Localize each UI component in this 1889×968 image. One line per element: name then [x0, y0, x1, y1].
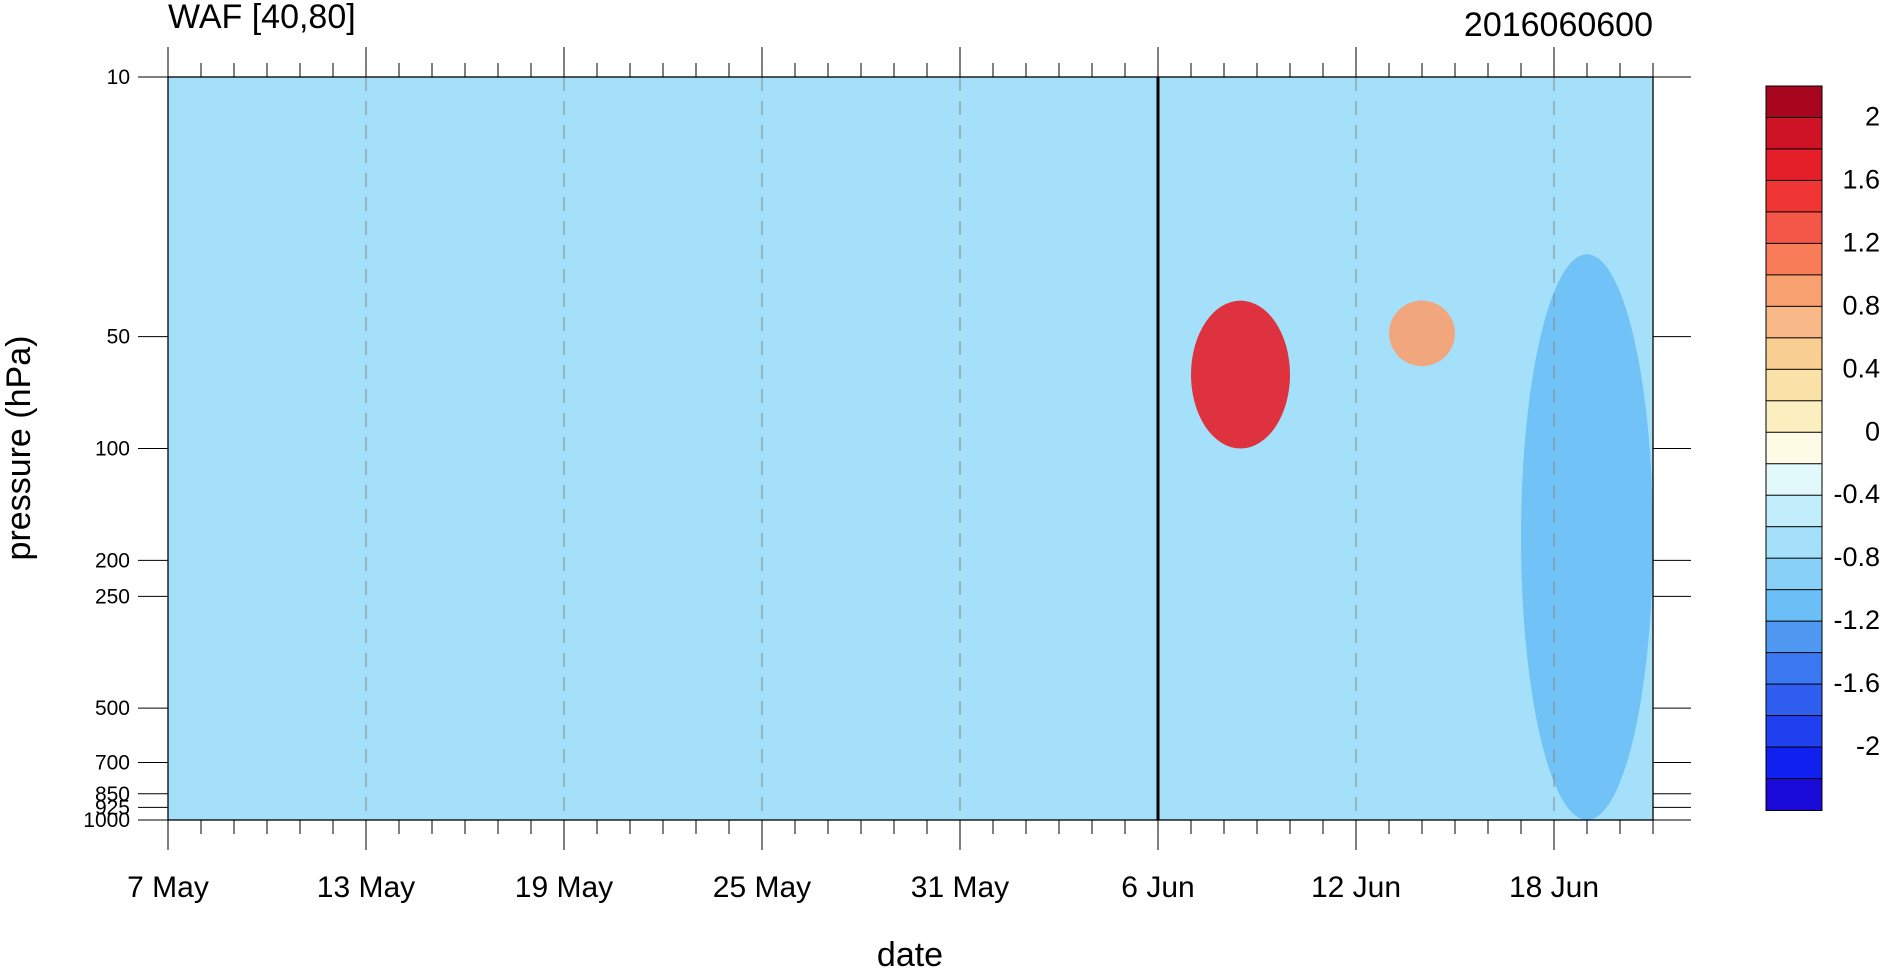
x-tick-label: 6 Jun — [1121, 871, 1194, 904]
y-tick-label: 1000 — [83, 809, 130, 832]
y-tick-label: 925 — [95, 796, 130, 819]
x-tick-label: 18 Jun — [1509, 871, 1599, 904]
y-tick-label: 700 — [95, 751, 130, 774]
chart-title-left: WAF [40,80] — [168, 0, 356, 36]
colorbar-swatch — [1765, 274, 1823, 308]
x-tick-label: 31 May — [911, 871, 1009, 904]
y-tick-label: 250 — [95, 585, 130, 608]
colorbar-swatch — [1765, 116, 1823, 150]
colorbar-swatch — [1765, 778, 1823, 811]
colorbar-label: 0.8 — [1842, 290, 1880, 320]
colorbar-label: 1.6 — [1842, 164, 1880, 194]
x-axis-ticks — [167, 47, 1654, 850]
contour-region — [1389, 300, 1455, 367]
colorbar-swatch — [1765, 463, 1823, 497]
colorbar-swatch — [1765, 337, 1823, 371]
colorbar-swatch — [1765, 746, 1823, 780]
contour-region — [1191, 300, 1290, 449]
y-tick-label: 50 — [107, 326, 130, 349]
y-tick-label: 10 — [107, 66, 130, 89]
colorbar-label: 2 — [1865, 101, 1880, 131]
colorbar-label: 0.4 — [1842, 353, 1880, 383]
colorbar-swatch — [1765, 557, 1823, 591]
y-axis-ticks — [138, 76, 1691, 821]
x-axis-tick-labels: 7 May 13 May 19 May 25 May 31 May 6 Jun 12 Jun… — [127, 871, 1599, 904]
colorbar-swatch — [1765, 620, 1823, 654]
y-tick-label: 500 — [95, 697, 130, 720]
colorbar-swatch — [1765, 85, 1823, 119]
y-tick-label: 850 — [95, 783, 130, 806]
colorbar-swatch — [1765, 652, 1823, 686]
x-tick-label: 12 Jun — [1311, 871, 1401, 904]
colorbar-swatch — [1765, 431, 1823, 465]
contour-region — [168, 77, 531, 514]
colorbar-swatch — [1765, 211, 1823, 245]
y-axis-title: pressure (hPa) — [0, 336, 38, 561]
colorbar-swatch — [1765, 494, 1823, 528]
colorbar-label: -1.6 — [1833, 668, 1880, 698]
colorbar-swatch — [1765, 589, 1823, 623]
colorbar-label: 0 — [1865, 416, 1880, 446]
colorbar-label: -1.2 — [1833, 605, 1880, 635]
chart-title-right: 2016060600 — [1464, 6, 1653, 44]
colorbar-label: -2 — [1856, 731, 1880, 761]
contour-region — [1521, 254, 1653, 820]
x-tick-label: 19 May — [515, 871, 613, 904]
colorbar: 2 1.6 1.2 0.8 0.4 0 -0.4 -0.8 -1.2 -1.6 -2 — [1765, 85, 1880, 811]
colorbar-swatch — [1765, 242, 1823, 276]
y-tick-label: 100 — [95, 438, 130, 461]
colorbar-swatch — [1765, 179, 1823, 213]
colorbar-label: -0.8 — [1833, 542, 1880, 572]
colorbar-swatch — [1765, 368, 1823, 402]
colorbar-label: -0.4 — [1833, 479, 1880, 509]
x-axis-title: date — [877, 936, 943, 968]
colorbar-swatch — [1765, 400, 1823, 434]
y-tick-label: 200 — [95, 549, 130, 572]
x-tick-label: 25 May — [713, 871, 811, 904]
colorbar-swatch — [1765, 526, 1823, 560]
x-tick-label: 7 May — [127, 871, 209, 904]
colorbar-swatch — [1765, 305, 1823, 339]
colorbar-swatch — [1765, 683, 1823, 717]
x-tick-label: 13 May — [317, 871, 415, 904]
colorbar-swatch — [1765, 715, 1823, 749]
colorbar-label: 1.2 — [1842, 227, 1880, 257]
colorbar-swatch — [1765, 148, 1823, 182]
